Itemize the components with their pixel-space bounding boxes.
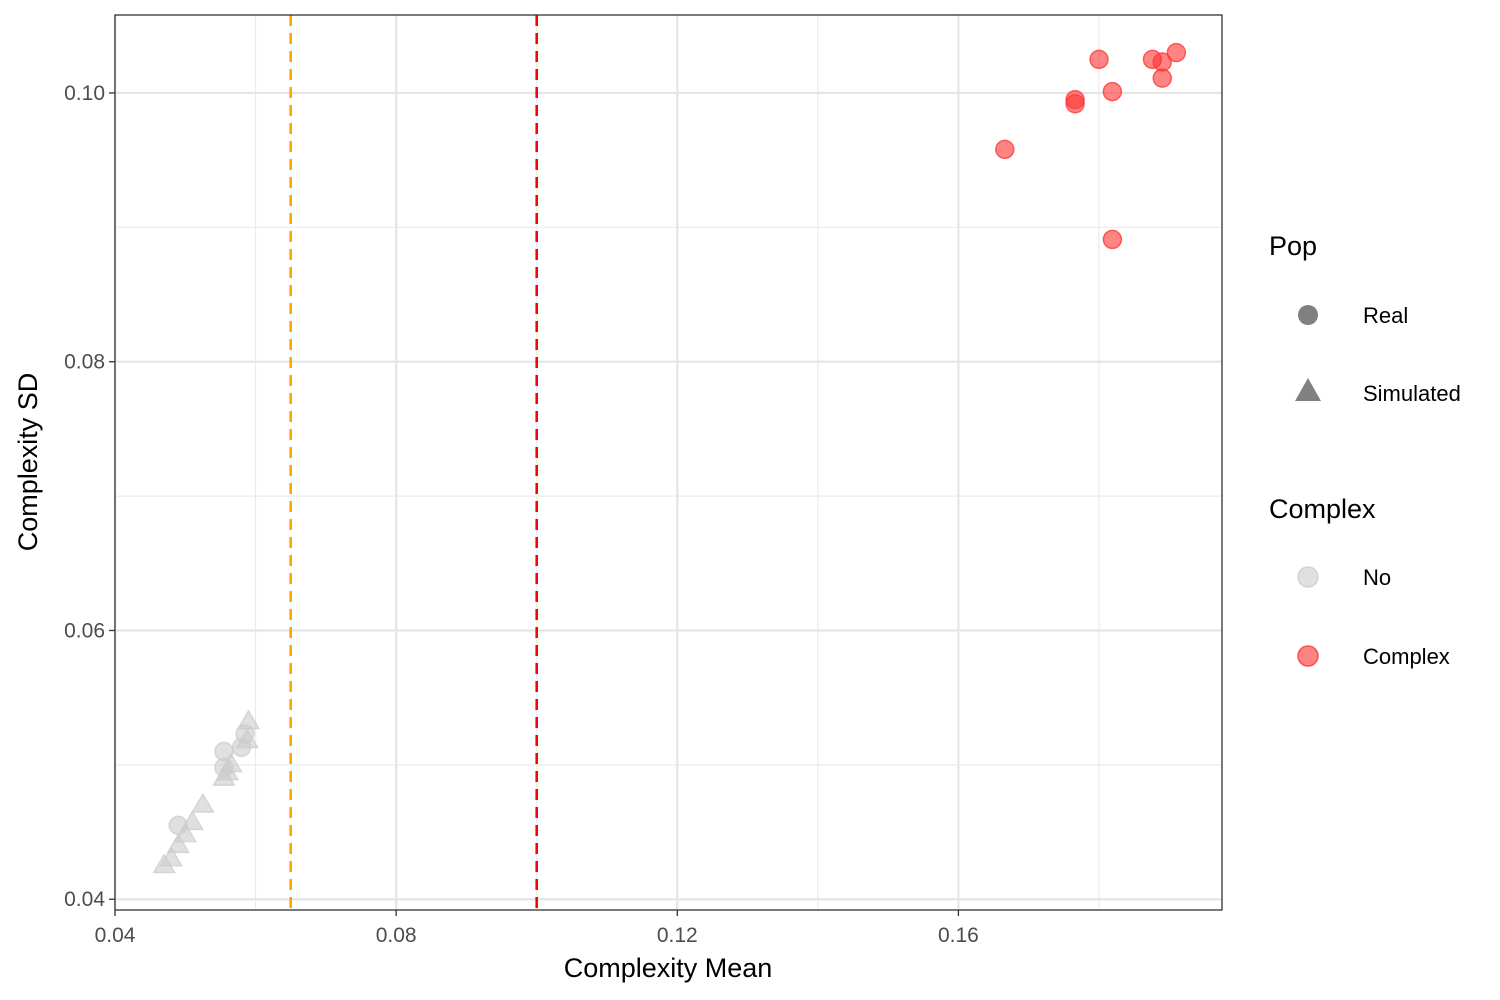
y-axis-title: Complexity SD: [13, 373, 43, 552]
legend-label-simulated: Simulated: [1363, 381, 1461, 406]
data-point-real: [995, 139, 1015, 160]
data-point-simulated: [235, 728, 259, 749]
legend-label-complex: Complex: [1363, 644, 1450, 669]
y-axis-tick-labels: 0.04 0.06 0.08 0.10: [64, 82, 105, 911]
legend-label-real: Real: [1363, 303, 1408, 328]
legend-key-complex: [1297, 645, 1319, 667]
data-point-real: [1152, 68, 1173, 88]
x-tick-label: 0.16: [938, 924, 979, 947]
legend-key-simulated: [1295, 378, 1321, 401]
data-point-simulated: [166, 833, 191, 854]
x-tick-label: 0.04: [95, 924, 136, 947]
plot-border: [114, 14, 1223, 911]
y-tick-label: 0.10: [64, 82, 105, 105]
axis-ticks: [109, 92, 960, 916]
data-point-simulated: [219, 752, 243, 773]
x-tick-label: 0.08: [376, 924, 417, 947]
legend-key-real: [1298, 305, 1318, 325]
major-gridlines: [113, 15, 1222, 910]
y-tick-label: 0.04: [64, 888, 105, 911]
data-point-real: [1065, 93, 1085, 114]
legend: Pop Real Simulated Complex No Complex: [1269, 231, 1461, 669]
legend-title-complex: Complex: [1269, 494, 1376, 524]
x-axis-tick-labels: 0.04 0.08 0.12 0.16: [95, 924, 979, 947]
x-tick-label: 0.12: [657, 924, 698, 947]
data-point-real: [1089, 49, 1109, 70]
legend-label-no: No: [1363, 565, 1391, 590]
data-points: [152, 42, 1187, 874]
data-point-simulated: [173, 822, 198, 843]
reference-lines: [289, 15, 539, 910]
legend-title-pop: Pop: [1269, 231, 1317, 261]
data-point-real: [1166, 42, 1187, 63]
y-tick-label: 0.08: [64, 351, 105, 374]
legend-key-no: [1297, 566, 1319, 588]
data-point-simulated: [159, 846, 183, 867]
data-point-simulated: [180, 810, 205, 831]
x-axis-title: Complexity Mean: [564, 953, 773, 983]
y-tick-label: 0.06: [64, 619, 105, 642]
data-point-simulated: [236, 709, 261, 730]
data-point-real: [1102, 81, 1123, 102]
plot-background: [115, 15, 1222, 910]
data-point-real: [1102, 229, 1123, 250]
data-point-simulated: [191, 792, 215, 813]
